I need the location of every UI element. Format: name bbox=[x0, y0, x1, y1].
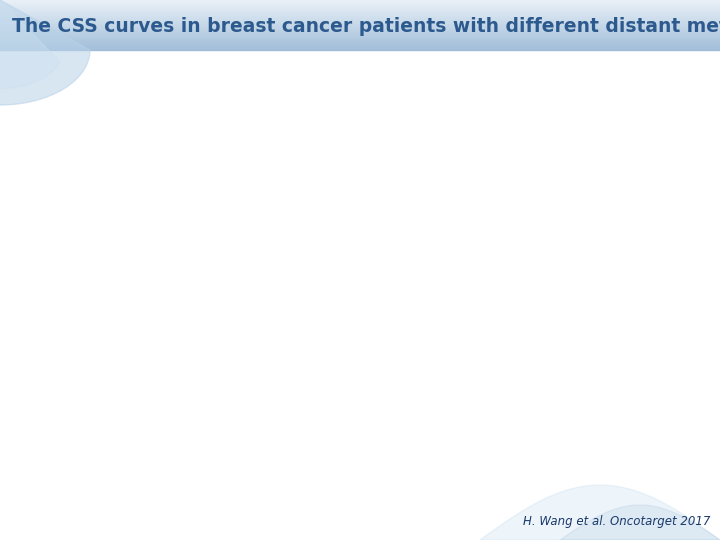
Bar bbox=[0, 25, 720, 26]
Polygon shape bbox=[480, 485, 720, 540]
Bar bbox=[0, 20, 720, 21]
Bar bbox=[0, 15, 720, 16]
Bar bbox=[0, 16, 720, 17]
Bar bbox=[0, 6, 720, 7]
Bar bbox=[0, 24, 720, 25]
Bar bbox=[0, 48, 720, 49]
Bar bbox=[0, 29, 720, 30]
Bar bbox=[0, 28, 720, 29]
Bar bbox=[0, 47, 720, 48]
Bar bbox=[0, 14, 720, 15]
Bar bbox=[0, 22, 720, 23]
Polygon shape bbox=[560, 505, 720, 540]
Bar bbox=[0, 35, 720, 36]
Bar bbox=[0, 5, 720, 6]
Bar bbox=[0, 21, 720, 22]
Bar bbox=[0, 44, 720, 45]
Bar bbox=[0, 26, 720, 27]
Bar bbox=[0, 40, 720, 41]
Bar bbox=[0, 17, 720, 18]
Bar bbox=[0, 46, 720, 47]
Bar bbox=[0, 27, 720, 28]
Bar bbox=[0, 9, 720, 10]
Bar bbox=[0, 11, 720, 12]
Bar bbox=[0, 42, 720, 43]
Bar bbox=[0, 7, 720, 8]
Bar bbox=[0, 1, 720, 2]
Bar bbox=[0, 32, 720, 33]
Bar bbox=[0, 8, 720, 9]
Bar bbox=[0, 31, 720, 32]
Bar bbox=[0, 3, 720, 4]
Text: H. Wang et al. Oncotarget 2017: H. Wang et al. Oncotarget 2017 bbox=[523, 515, 710, 528]
Bar bbox=[0, 30, 720, 31]
Bar bbox=[0, 0, 720, 1]
Text: The CSS curves in breast cancer patients with different distant metastasis sites: The CSS curves in breast cancer patients… bbox=[12, 17, 720, 37]
Polygon shape bbox=[0, 0, 90, 105]
Bar bbox=[0, 41, 720, 42]
Bar bbox=[0, 36, 720, 37]
Bar bbox=[0, 2, 720, 3]
Bar bbox=[0, 45, 720, 46]
Bar bbox=[0, 10, 720, 11]
Bar bbox=[0, 4, 720, 5]
Bar bbox=[0, 49, 720, 50]
Bar bbox=[0, 19, 720, 20]
Bar bbox=[0, 23, 720, 24]
Bar bbox=[0, 37, 720, 38]
Bar bbox=[0, 43, 720, 44]
Bar bbox=[0, 38, 720, 39]
Bar bbox=[0, 12, 720, 13]
Polygon shape bbox=[0, 0, 60, 89]
Bar bbox=[0, 33, 720, 35]
Bar bbox=[0, 39, 720, 40]
Bar bbox=[0, 18, 720, 19]
Bar bbox=[0, 13, 720, 14]
